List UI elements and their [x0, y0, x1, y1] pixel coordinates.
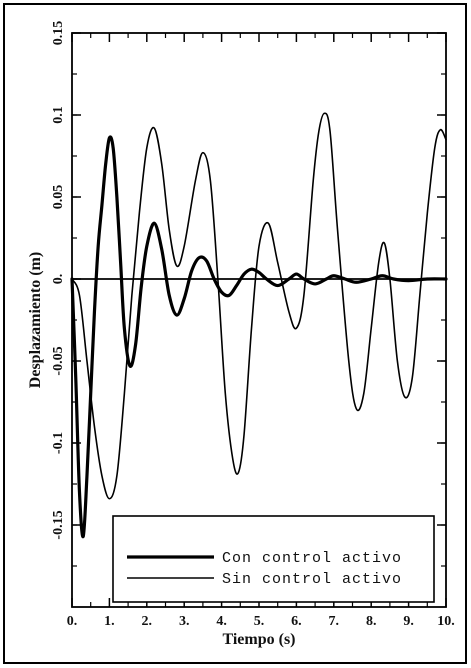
y-tick-label: 0.1: [51, 106, 66, 124]
x-tick-label: 2.: [142, 614, 153, 629]
page-frame: [3, 3, 467, 664]
y-tick-label: 0.: [51, 274, 66, 285]
legend-label-sin-control: Sin control activo: [222, 571, 402, 588]
y-axis-title: Desplazamiento (m): [27, 252, 44, 388]
x-tick-label: 8.: [366, 614, 377, 629]
x-tick-label: 5.: [254, 614, 265, 629]
legend: Con control activo Sin control activo: [112, 515, 435, 603]
x-tick-label: 3.: [179, 614, 190, 629]
series-line-con-control: [70, 135, 448, 539]
y-tick-label: -0.15: [51, 510, 66, 539]
x-tick-label: 6.: [291, 614, 302, 629]
series-layer: [70, 112, 448, 539]
x-tick-label: 1.: [104, 614, 115, 629]
y-tick-label: 0.05: [51, 185, 66, 210]
y-tick-label: -0.1: [51, 432, 66, 454]
legend-box: [112, 515, 435, 603]
y-tick-label: 0.15: [51, 21, 66, 46]
x-tick-label: 4.: [216, 614, 227, 629]
legend-label-con-control: Con control activo: [222, 550, 402, 567]
x-tick-label: 9.: [403, 614, 414, 629]
x-tick-label: 0.: [67, 614, 78, 629]
x-tick-label: 7.: [329, 614, 340, 629]
x-axis-title: Tiempo (s): [222, 631, 295, 648]
y-tick-label: -0.05: [51, 346, 66, 375]
x-tick-label: 10.: [437, 614, 455, 629]
series-line-sin-control: [71, 112, 447, 500]
